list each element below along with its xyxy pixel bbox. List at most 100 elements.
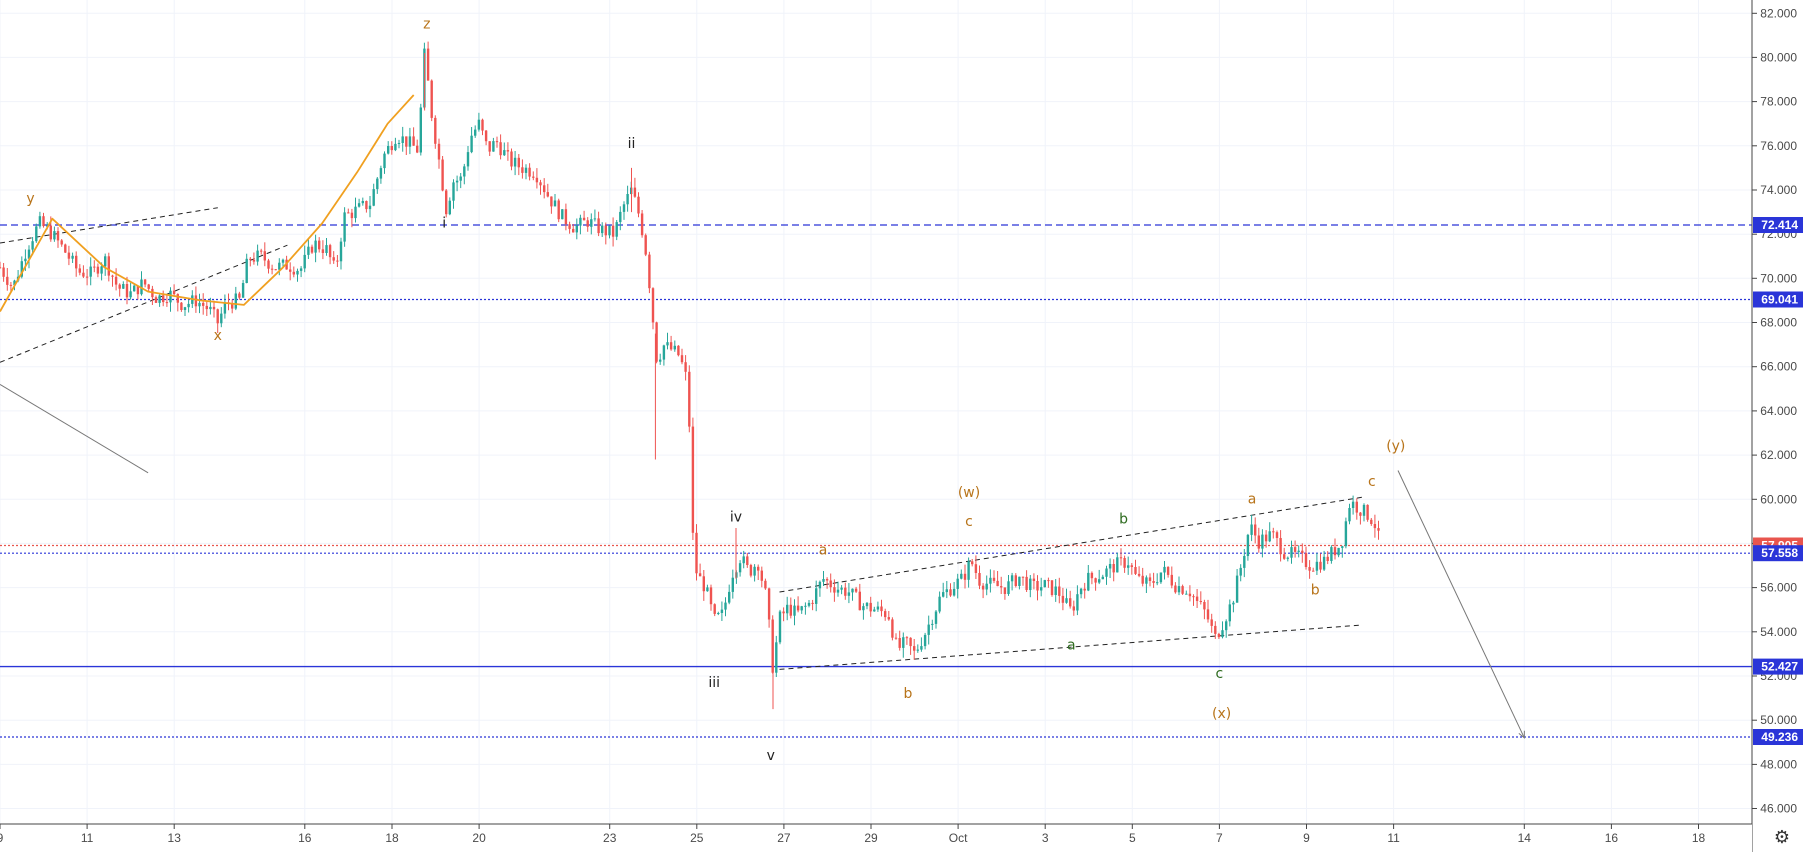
candle-body <box>815 588 818 604</box>
candle-body <box>844 587 847 596</box>
candle-body <box>154 297 158 303</box>
candle-body <box>655 322 658 362</box>
candle-body <box>1036 581 1039 591</box>
candle-body <box>216 309 219 324</box>
candle-body <box>256 250 259 262</box>
candle-body <box>648 254 651 289</box>
candle-body <box>651 288 655 323</box>
candle-body <box>296 270 299 275</box>
candle-body <box>1330 547 1333 561</box>
candle-body <box>593 218 597 220</box>
candle-body <box>1275 532 1279 538</box>
candle-body <box>771 619 774 673</box>
candle-body <box>289 269 292 272</box>
x-tick-label: 29 <box>864 831 878 845</box>
candle-body <box>24 258 27 262</box>
candle-body <box>1326 556 1329 561</box>
trendline <box>779 624 1359 670</box>
candle-body <box>724 602 727 610</box>
candle-body <box>971 561 974 565</box>
candle-body <box>876 606 880 610</box>
candle-body <box>470 135 473 153</box>
candle-body <box>840 587 843 590</box>
candle-body <box>445 190 448 215</box>
price-line-label: 57.558 <box>1761 546 1798 560</box>
candle-body <box>89 266 92 277</box>
y-tick-label: 54.000 <box>1760 625 1797 639</box>
candle-body <box>731 577 734 592</box>
candle-body <box>829 580 832 588</box>
candle-body <box>64 244 67 253</box>
candle-body <box>379 168 383 179</box>
candle-body <box>357 203 361 207</box>
candle-body <box>241 283 245 298</box>
x-tick-label: 7 <box>1216 831 1223 845</box>
candle-body <box>757 566 760 571</box>
candle-body <box>426 48 430 81</box>
candle-body <box>938 596 941 612</box>
candle-body <box>82 272 85 277</box>
y-tick-label: 46.000 <box>1760 802 1797 816</box>
x-tick-label: 9 <box>0 831 4 845</box>
candle-body <box>691 426 695 533</box>
gear-icon[interactable]: ⚙ <box>1773 827 1791 848</box>
y-tick-label: 78.000 <box>1760 95 1797 109</box>
candle-body <box>1076 594 1079 611</box>
candle-body <box>894 637 898 639</box>
candle-body <box>992 577 996 581</box>
price-line-tag <box>1753 291 1803 308</box>
candle-body <box>1032 578 1036 581</box>
candle-body <box>822 579 825 582</box>
candle-body <box>717 613 720 614</box>
candle-body <box>143 279 147 285</box>
candle-body <box>1101 576 1104 580</box>
candle-body <box>1069 598 1072 607</box>
candle-body <box>1243 556 1246 568</box>
candle-body <box>321 249 325 253</box>
candle-body <box>622 204 626 212</box>
candle-body <box>1301 550 1304 554</box>
candle-body <box>833 587 836 593</box>
candle-body <box>967 561 970 580</box>
wave-label: iv <box>730 509 742 525</box>
candle-body <box>1319 561 1322 570</box>
x-tick-label: 9 <box>1303 831 1310 845</box>
x-tick-label: 14 <box>1518 831 1532 845</box>
candle-body <box>517 157 520 168</box>
candle-body <box>245 258 248 283</box>
candle-body <box>361 201 364 204</box>
candle-body <box>452 182 455 201</box>
candle-body <box>104 256 107 267</box>
x-tick-label: 20 <box>472 831 486 845</box>
candle-body <box>811 602 814 604</box>
candle-body <box>789 604 792 616</box>
candle-body <box>902 637 905 648</box>
candle-body <box>909 637 912 647</box>
candle-body <box>746 556 749 565</box>
candle-body <box>767 588 771 620</box>
candle-body <box>249 258 252 260</box>
y-tick-label: 56.000 <box>1760 581 1797 595</box>
y-tick-label: 76.000 <box>1760 139 1797 153</box>
candle-body <box>1257 535 1260 549</box>
time-axis[interactable]: 9 11 13 16 18 20 23 25 27 29 Oct 3 5 7 9 11 14 16 18 <box>0 824 1705 845</box>
candle-body <box>1192 596 1195 598</box>
candle-body <box>1286 557 1289 559</box>
y-tick-label: 80.000 <box>1760 50 1797 64</box>
candle-body <box>267 260 270 269</box>
candle-body <box>1221 630 1224 638</box>
candle-body <box>524 167 528 173</box>
candle-body <box>310 246 314 253</box>
candle-body <box>550 196 553 207</box>
candle-body <box>702 576 705 592</box>
candle-body <box>372 189 375 206</box>
candle-body <box>760 570 763 581</box>
candle-body <box>1348 508 1351 522</box>
candle-body <box>1050 580 1054 595</box>
candle-body <box>1333 547 1337 556</box>
trendline <box>779 496 1364 593</box>
candle-body <box>873 609 876 612</box>
candle-body <box>1130 565 1133 567</box>
candle-body <box>1170 574 1173 586</box>
